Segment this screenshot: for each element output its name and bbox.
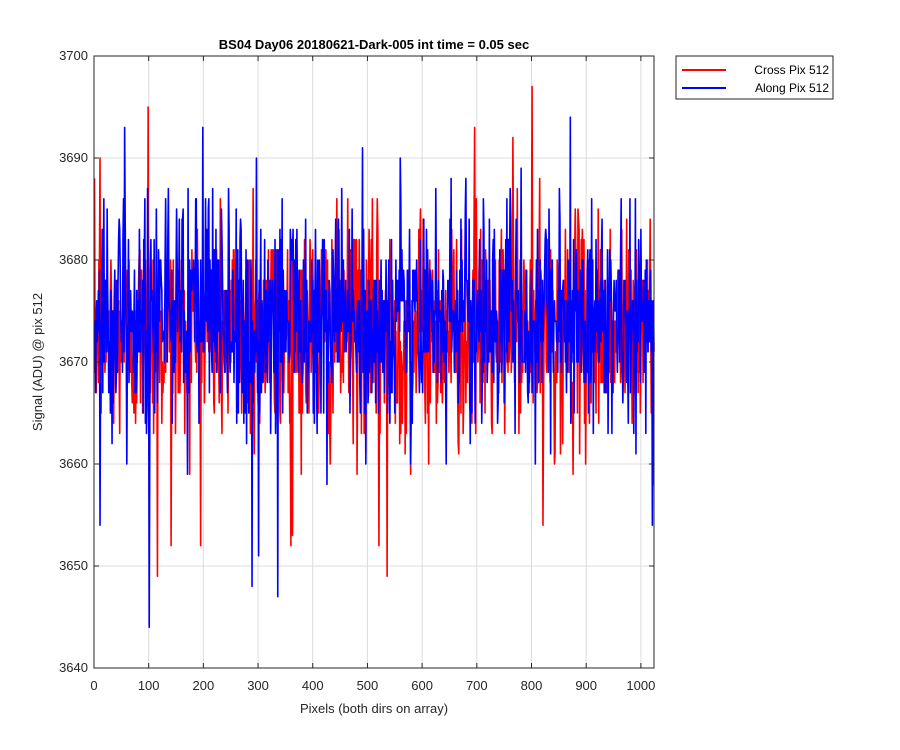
y-tick-label: 3670 xyxy=(59,354,88,369)
chart-title: BS04 Day06 20180621-Dark-005 int time = … xyxy=(219,37,529,52)
y-tick-label: 3700 xyxy=(59,48,88,63)
x-tick-label: 900 xyxy=(575,678,597,693)
x-tick-label: 800 xyxy=(521,678,543,693)
y-tick-label: 3660 xyxy=(59,456,88,471)
x-tick-label: 400 xyxy=(302,678,324,693)
x-tick-label: 1000 xyxy=(626,678,655,693)
axis-ticks: 0 100 200 300 400 500 600 700 800 900 1000 3640 3650… xyxy=(59,48,655,693)
plot-area xyxy=(93,85,655,628)
legend: Cross Pix 512 Along Pix 512 xyxy=(675,55,834,100)
y-tick-label: 3690 xyxy=(59,150,88,165)
legend-box xyxy=(675,55,834,100)
y-tick-label: 3640 xyxy=(59,660,88,675)
y-axis-label: Signal (ADU) @ pix 512 xyxy=(30,293,45,431)
series-line-along xyxy=(94,116,655,628)
x-tick-label: 500 xyxy=(357,678,379,693)
x-tick-label: 600 xyxy=(411,678,433,693)
x-tick-label: 200 xyxy=(193,678,215,693)
y-tick-label: 3680 xyxy=(59,252,88,267)
x-tick-label: 0 xyxy=(90,678,97,693)
x-tick-label: 100 xyxy=(138,678,160,693)
x-tick-label: 300 xyxy=(247,678,269,693)
legend-label-cross: Cross Pix 512 xyxy=(754,63,829,77)
y-tick-label: 3650 xyxy=(59,558,88,573)
x-tick-label: 700 xyxy=(466,678,488,693)
legend-label-along: Along Pix 512 xyxy=(755,81,829,95)
x-axis-label: Pixels (both dirs on array) xyxy=(300,701,448,716)
